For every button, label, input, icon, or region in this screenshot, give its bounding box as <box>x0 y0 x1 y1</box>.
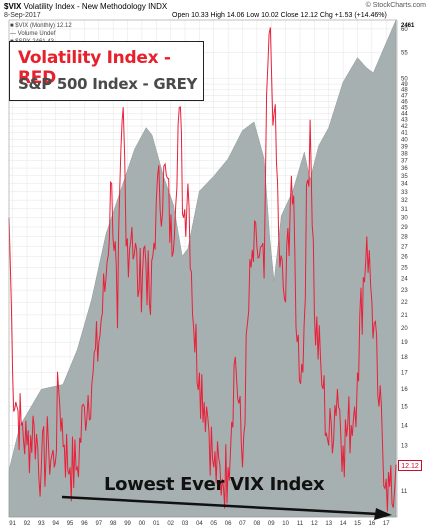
y-tick-label: 47 <box>401 93 408 99</box>
y-tick-label: 43 <box>401 118 408 124</box>
y-tick-label: 20 <box>401 326 408 332</box>
x-tick-label: 92 <box>24 521 31 527</box>
x-tick-label: 99 <box>124 521 131 527</box>
y-tick-label: 11 <box>401 489 408 495</box>
x-tick-label: 15 <box>354 521 361 527</box>
y-tick-label: 32 <box>401 198 408 204</box>
y-tick-label: 36 <box>401 166 408 172</box>
x-tick-label: 06 <box>225 521 232 527</box>
y-tick-label: 50 <box>401 77 408 83</box>
y-tick-label: 35 <box>401 174 408 180</box>
legend-vix-label: Volatility Index - RED <box>18 48 171 88</box>
spx-value-tag: 2461 <box>401 23 415 29</box>
spx-area-series <box>8 19 397 518</box>
y-tick-label: 33 <box>401 190 408 196</box>
y-tick-label: 23 <box>401 288 408 294</box>
y-tick-label: 26 <box>401 255 408 261</box>
y-tick-label: 16 <box>401 387 408 393</box>
mini-legend-volume: — Volume Undef <box>10 31 56 37</box>
y-tick-label: 49 <box>401 82 408 88</box>
last-value-tag: 12.12 <box>398 460 422 471</box>
x-tick-label: 13 <box>325 521 332 527</box>
plot-border <box>8 19 398 518</box>
y-tick-label: 42 <box>401 124 408 130</box>
mini-legend-vix: ■ $VIX (Monthly) 12.12 <box>10 23 72 29</box>
x-tick-label: 00 <box>139 521 146 527</box>
y-tick-label: 24 <box>401 277 408 283</box>
y-tick-label: 27 <box>401 244 408 250</box>
x-axis-ticks: 91 92 93 94 95 96 97 98 99 00 01 02 03 04 05 06 07 08 09 10… <box>9 521 390 527</box>
y-tick-label: 29 <box>401 225 408 231</box>
y-tick-label: 37 <box>401 159 408 165</box>
symbol: $VIX <box>4 2 22 11</box>
x-tick-label: 07 <box>239 521 246 527</box>
y-tick-label: 25 <box>401 265 408 271</box>
y-tick-label: 28 <box>401 235 408 241</box>
y-tick-label: 15 <box>401 405 408 411</box>
vix-line-series <box>8 27 397 512</box>
legend-spx-label: S&P 500 Index - GREY <box>18 75 198 93</box>
y-tick-label: 21 <box>401 313 408 319</box>
chart-date: 8-Sep-2017 <box>4 12 41 19</box>
y-tick-label: 19 <box>401 340 408 346</box>
index-name: Volatility Index - New Methodology INDX <box>23 2 168 11</box>
y-tick-label: 13 <box>401 444 408 450</box>
y-tick-label: 31 <box>401 207 408 213</box>
y-tick-label: 60 <box>401 27 408 33</box>
x-tick-label: 01 <box>153 521 160 527</box>
y-tick-label: 39 <box>401 144 408 150</box>
y-tick-label: 18 <box>401 355 408 361</box>
y-tick-label: 34 <box>401 182 408 188</box>
y-tick-label: 41 <box>401 131 408 137</box>
y-tick-label: 30 <box>401 216 408 222</box>
x-tick-label: 09 <box>268 521 275 527</box>
x-tick-label: 91 <box>9 521 16 527</box>
annotation-arrow <box>61 495 392 520</box>
x-tick-label: 93 <box>38 521 45 527</box>
y-tick-label: 14 <box>401 423 408 429</box>
x-tick-label: 03 <box>182 521 189 527</box>
x-tick-label: 17 <box>383 521 390 527</box>
x-tick-label: 16 <box>369 521 376 527</box>
y-tick-label: 45 <box>401 105 408 111</box>
y-tick-label: 55 <box>401 51 408 57</box>
x-tick-label: 94 <box>52 521 59 527</box>
x-tick-label: 97 <box>95 521 102 527</box>
annotation-text: Lowest Ever VIX Index <box>104 474 325 495</box>
y-axis-ticks: 1112131415161718192021222324252627282930… <box>401 27 408 495</box>
y-tick-label: 17 <box>401 370 408 376</box>
x-tick-label: 12 <box>311 521 318 527</box>
ohlc-readout: Open 10.33 High 14.06 Low 10.02 Close 12… <box>172 12 387 19</box>
watermark: © StockCharts.com <box>365 2 426 9</box>
chart-title: $VIX Volatility Index - New Methodology … <box>4 2 167 11</box>
x-tick-label: 96 <box>81 521 88 527</box>
x-tick-label: 98 <box>110 521 117 527</box>
x-tick-label: 95 <box>67 521 74 527</box>
x-tick-label: 10 <box>282 521 289 527</box>
x-tick-label: 02 <box>167 521 174 527</box>
x-tick-label: 04 <box>196 521 203 527</box>
y-tick-label: 48 <box>401 88 408 94</box>
y-tick-label: 46 <box>401 99 408 105</box>
x-tick-label: 05 <box>210 521 217 527</box>
y-tick-label: 38 <box>401 151 408 157</box>
y-tick-label: 22 <box>401 300 408 306</box>
series-legend: Volatility Index - RED S&P 500 Index - G… <box>9 41 204 101</box>
x-tick-label: 14 <box>340 521 347 527</box>
x-tick-label: 08 <box>254 521 261 527</box>
y-tick-label: 44 <box>401 111 408 117</box>
x-tick-label: 11 <box>297 521 304 527</box>
y-tick-label: 40 <box>401 137 408 143</box>
